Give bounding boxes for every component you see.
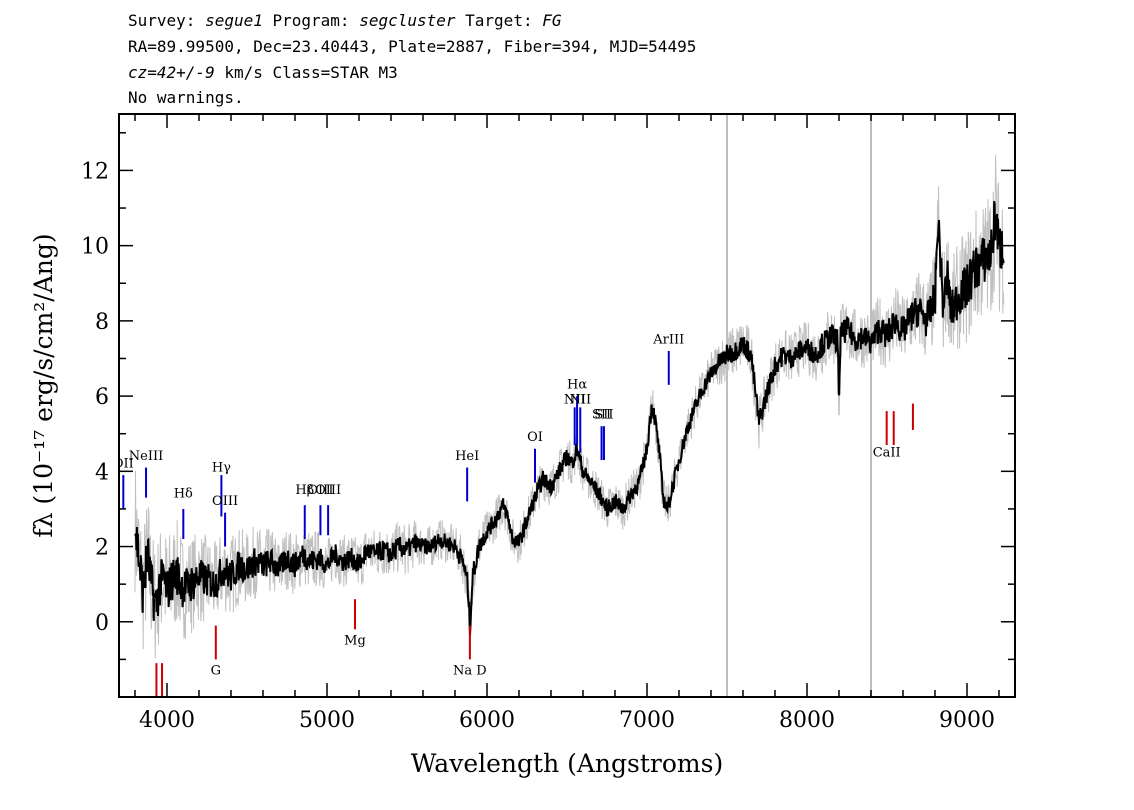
x-tick-label: 9000 [939,708,995,733]
emission-line-label: SII [592,408,611,423]
y-tick-label: 10 [81,235,109,260]
emission-line-label: OI [527,430,543,445]
absorption-line-label: Mg [344,633,366,648]
emission-line-label: Hβ [295,483,314,498]
y-tick-label: 6 [95,385,109,410]
emission-line-label: OIII [307,483,333,498]
x-tick-label: 7000 [619,708,675,733]
plot-area: OIINeIIIHδHγOIIIHβOIIIOIIIHeIOINIIHαNIIS… [113,114,1005,697]
x-tick-label: 6000 [459,708,515,733]
x-tick-label: 4000 [139,708,195,733]
absorption-line-label: Na D [453,663,487,678]
header-line-survey: Survey: segue1 Program: segcluster Targe… [128,11,562,30]
emission-line-label: SII [594,408,613,423]
y-tick-label: 0 [95,611,109,636]
header-line-redshift: cz=42+/-9 km/s Class=STAR M3 [128,63,398,82]
program-value: segcluster [359,11,456,30]
emission-line-label: OIII [212,494,238,509]
survey-value: segue1 [205,11,263,30]
absorption-line-label: CaII [873,445,901,460]
header-line-warnings: No warnings. [128,88,244,107]
cz-value: cz=42+/-9 [128,63,215,82]
emission-line-label: NII [564,393,586,408]
y-tick-label: 4 [95,460,109,485]
x-tick-label: 5000 [299,708,355,733]
plot-frame [118,113,1016,698]
emission-line-label: NeIII [129,449,163,464]
y-axis-title: fλ (10⁻¹⁷ erg/s/cm²/Ang) [29,233,58,537]
target-value: FG [542,11,562,30]
emission-line-label: NII [569,393,591,408]
emission-line-label: ArIII [652,332,684,347]
emission-line-label: Hδ [174,487,193,502]
flux-series [134,201,1005,636]
x-tick-label: 8000 [779,708,835,733]
y-tick-label: 8 [95,310,109,335]
y-tick-label: 2 [95,536,109,561]
emission-line-label: HeI [455,449,479,464]
emission-line-label: OII [113,457,134,472]
emission-line-label: Hα [567,378,587,393]
absorption-line-label: G [211,663,221,678]
emission-line-label: OIII [315,483,341,498]
header-line-coords: RA=89.99500, Dec=23.40443, Plate=2887, F… [128,37,697,56]
x-axis-title: Wavelength (Angstroms) [411,749,723,778]
y-tick-label: 12 [81,159,109,184]
emission-line-label: Hγ [212,460,231,475]
